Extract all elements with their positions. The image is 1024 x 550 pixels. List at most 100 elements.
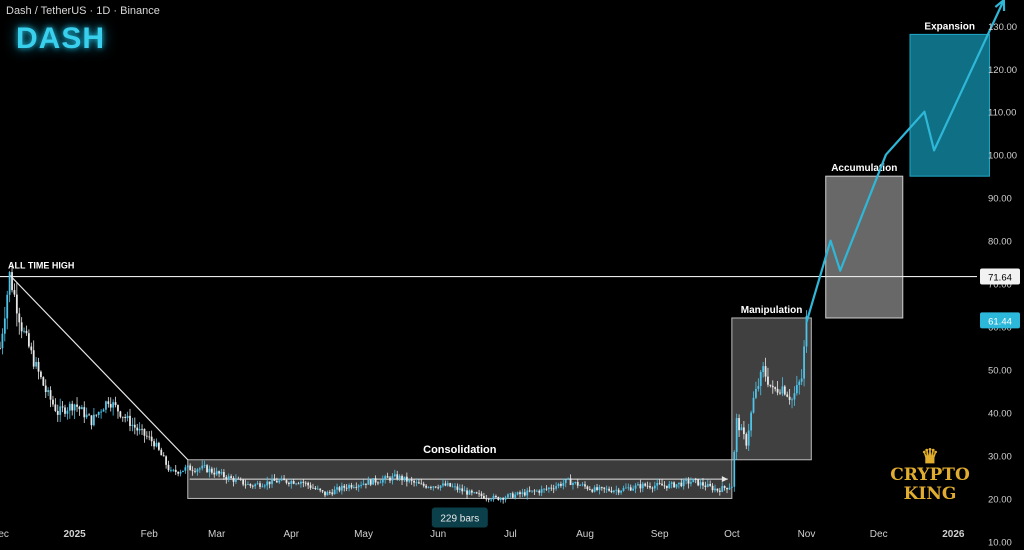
- candle: [194, 467, 196, 474]
- candle: [519, 490, 521, 498]
- candle: [550, 484, 553, 491]
- candle: [59, 398, 62, 423]
- candle: [145, 431, 148, 440]
- candle: [514, 491, 517, 500]
- candle: [444, 480, 447, 487]
- candle: [526, 487, 529, 500]
- candle: [95, 414, 98, 418]
- candle: [275, 477, 278, 483]
- candle: [300, 480, 302, 488]
- candle: [487, 497, 490, 503]
- candle: [735, 413, 738, 460]
- candle: [747, 423, 750, 451]
- candle: [427, 486, 430, 489]
- consolidation-label: Consolidation: [423, 444, 497, 456]
- candle: [129, 408, 131, 432]
- candle: [480, 491, 483, 499]
- candle: [644, 482, 647, 487]
- candle: [728, 483, 731, 490]
- candle: [502, 497, 505, 504]
- candle: [581, 482, 584, 487]
- candle: [706, 479, 709, 488]
- ticker-title: DASH: [16, 22, 106, 55]
- candle: [458, 484, 461, 494]
- candle: [131, 417, 134, 432]
- y-tick-label: 50.00: [988, 366, 1012, 377]
- candle: [425, 484, 428, 489]
- candle: [314, 486, 317, 491]
- candle: [757, 378, 760, 392]
- candle: [555, 482, 558, 491]
- candle: [617, 487, 620, 496]
- candle: [136, 423, 139, 436]
- candle: [800, 369, 803, 385]
- candle: [783, 384, 786, 396]
- candle: [360, 481, 363, 489]
- candle: [381, 475, 384, 487]
- candle: [357, 484, 360, 492]
- candle: [162, 452, 165, 457]
- candle: [786, 391, 789, 398]
- candle: [507, 493, 509, 499]
- candle: [266, 476, 269, 490]
- candle: [331, 488, 334, 497]
- candle: [401, 474, 403, 485]
- watermark-line2: KING: [903, 484, 957, 504]
- x-tick-label: Apr: [284, 529, 300, 540]
- candle: [769, 384, 772, 388]
- candle: [215, 467, 218, 476]
- candle: [208, 465, 211, 478]
- candle: [699, 478, 702, 489]
- candle: [651, 486, 654, 493]
- y-tick-label: 90.00: [988, 194, 1012, 205]
- candle: [49, 386, 52, 408]
- candle: [249, 483, 252, 489]
- candle: [126, 411, 129, 422]
- candle: [105, 400, 107, 414]
- candle: [386, 472, 389, 478]
- candle: [157, 441, 160, 452]
- x-tick-label: Nov: [798, 529, 816, 540]
- projection-arrowhead: [994, 0, 1006, 12]
- candle: [767, 367, 769, 388]
- candle: [263, 483, 266, 489]
- current-price-value: 61.44: [988, 316, 1012, 327]
- candle: [290, 478, 293, 489]
- candle: [779, 389, 781, 395]
- candle: [3, 306, 6, 342]
- candle: [102, 408, 105, 412]
- candle: [6, 290, 9, 330]
- x-tick-label: Mar: [208, 529, 226, 540]
- candle: [576, 479, 579, 489]
- candle: [430, 485, 432, 490]
- candle: [328, 490, 331, 495]
- candle: [222, 469, 225, 481]
- candle: [798, 379, 801, 395]
- x-tick-label: Oct: [724, 529, 740, 540]
- downtrend-line: [9, 274, 189, 461]
- candle: [721, 482, 724, 493]
- candle: [781, 377, 784, 397]
- candle: [362, 479, 365, 486]
- candle: [509, 492, 512, 498]
- candle: [186, 464, 189, 470]
- x-tick-label: Feb: [141, 529, 159, 540]
- candle: [11, 262, 13, 293]
- candle: [391, 473, 394, 485]
- candle: [138, 422, 141, 435]
- candle: [109, 397, 112, 412]
- candle: [668, 480, 671, 489]
- candle: [66, 407, 69, 420]
- candle: [791, 397, 793, 409]
- candle: [141, 424, 143, 435]
- y-tick-label: 120.00: [988, 65, 1017, 76]
- candle: [35, 357, 38, 370]
- candle: [40, 370, 42, 380]
- candle: [107, 397, 110, 408]
- candle: [148, 431, 151, 441]
- x-tick-label: Sep: [651, 529, 669, 540]
- candle: [709, 480, 712, 487]
- candle: [398, 474, 401, 482]
- candle: [795, 375, 798, 396]
